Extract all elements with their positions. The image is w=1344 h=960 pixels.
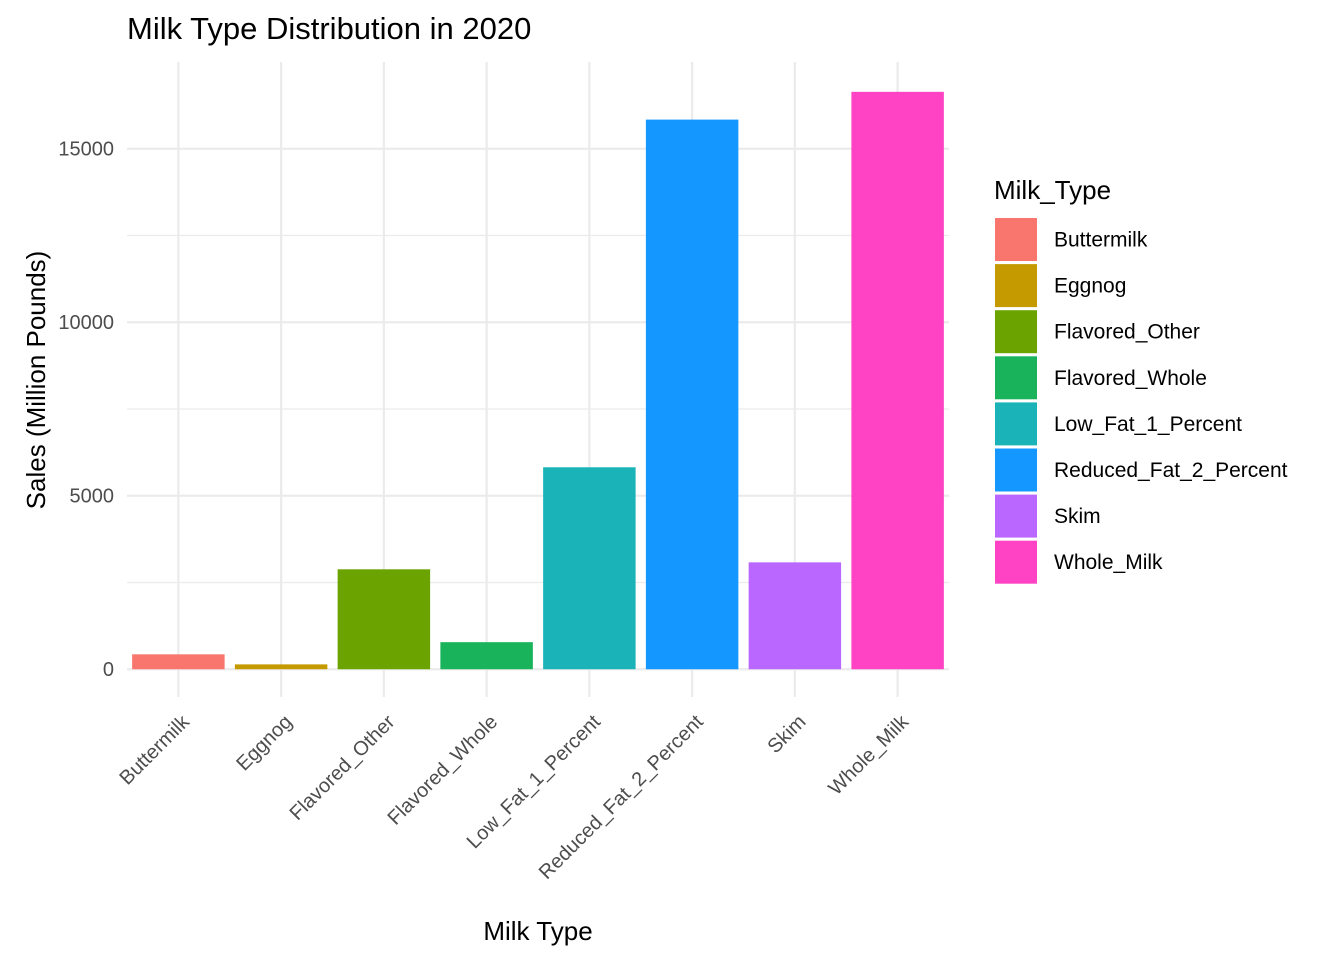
legend-items: Buttermilk Eggnog Flavored_Other Flavored_W… [995,218,1288,584]
x-tick-label: Skim [763,711,810,758]
bar-whole-milk [851,91,944,670]
bar-buttermilk [132,654,225,670]
x-axis-ticks: Buttermilk EggnogFlavored_OtherFlavored_W… [115,710,913,884]
legend-label: Skim [1054,505,1101,528]
x-tick-label: Buttermilk [115,710,194,789]
bar-low-fat-1-percent [543,467,636,670]
x-axis-title: Milk Type [483,916,592,946]
legend-swatch [995,218,1037,261]
legend-label: Whole_Milk [1054,551,1163,574]
x-tick-label: Eggnog [232,711,296,775]
bar-eggnog [234,664,328,670]
x-tick-label: Flavored_Whole [384,711,503,830]
legend-label: Flavored_Whole [1054,367,1207,390]
x-tick-label: Whole_Milk [825,710,914,799]
bars [132,91,944,670]
legend-label: Buttermilk [1054,229,1148,252]
legend-swatch [995,264,1037,308]
y-tick-label: 15000 [58,139,114,161]
legend-label: Low_Fat_1_Percent [1054,413,1242,436]
legend-label: Reduced_Fat_2_Percent [1054,459,1288,482]
legend-swatch [995,540,1037,584]
legend-title: Milk_Type [994,175,1111,205]
y-axis-ticks: 0 5000 10000 15000 [58,139,114,681]
bar-reduced-fat-2-percent [645,119,739,670]
legend-swatch [995,356,1037,400]
y-tick-label: 5000 [70,486,115,508]
legend-swatch [995,494,1037,538]
legend: Milk_Type Buttermilk Eggnog Flavored_Other… [994,175,1288,584]
legend-swatch [995,310,1037,354]
legend-label: Eggnog [1054,275,1126,298]
y-tick-label: 10000 [58,312,114,334]
legend-label: Flavored_Other [1054,321,1200,344]
x-tick-label: Flavored_Other [286,711,400,825]
y-tick-label: 0 [103,659,114,681]
y-axis-title: Sales (Million Pounds) [21,251,51,510]
bar-flavored-whole [440,642,533,670]
legend-swatch [995,448,1037,492]
chart-title: Milk Type Distribution in 2020 [127,11,531,46]
legend-swatch [995,402,1037,446]
bar-skim [748,562,842,670]
x-tick-label: Reduced_Fat_2_Percent [535,711,708,884]
bar-flavored-other [337,569,431,670]
